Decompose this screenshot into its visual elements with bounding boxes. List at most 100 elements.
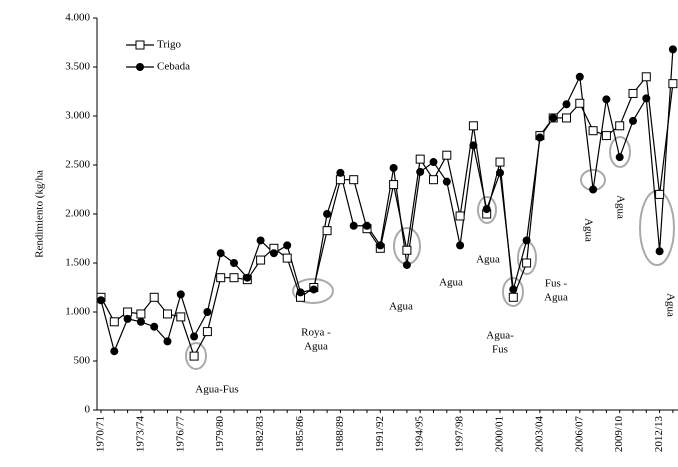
annotation: Agua [582,218,594,242]
legend-label: Trigo [157,39,182,51]
x-tick-label: 1979/80 [214,416,226,453]
marker [429,158,438,167]
marker [389,180,399,190]
marker [149,292,159,302]
legend-marker [136,63,144,71]
marker [575,72,584,81]
highlight-ellipse [502,277,524,307]
marker [136,317,145,326]
y-axis-label: Rendimiento (kg/ha [34,170,46,258]
x-tick-label: 1997/98 [454,416,466,453]
marker [456,241,465,250]
marker [176,312,186,322]
marker [336,168,345,177]
x-tick-label: 1994/95 [414,416,426,453]
x-tick-label: 2000/01 [494,416,506,452]
x-tick-label: 2003/04 [533,416,545,453]
annotation: Agua [439,277,463,289]
marker [655,247,664,256]
highlight-ellipse [185,342,207,370]
x-tick-label: 1985/86 [294,416,306,453]
marker [415,154,425,164]
marker [230,259,238,267]
marker [416,167,425,176]
y-tick-label: 1.500 [65,257,90,269]
marker [109,317,119,327]
marker [642,94,651,103]
marker [243,273,252,282]
marker [216,273,226,283]
marker [601,131,611,141]
x-tick-label: 1982/83 [254,416,266,453]
y-tick-label: 500 [74,355,91,367]
marker [150,322,159,331]
marker [588,126,598,136]
marker [495,157,505,167]
y-tick-label: 2.000 [65,208,90,220]
marker [602,95,611,104]
legend-label: Cebada [157,61,190,73]
marker [629,116,637,125]
marker [190,332,199,341]
marker [309,285,318,294]
marker [163,309,172,319]
annotation: Agua [304,341,328,353]
marker [468,121,478,131]
x-tick-label: 1988/89 [334,416,346,453]
y-tick-label: 0 [85,404,91,416]
marker [668,79,678,89]
marker [496,168,504,177]
marker [641,72,651,82]
y-tick-label: 3.500 [65,61,90,73]
highlight-ellipse [477,196,497,224]
marker [203,308,212,316]
marker [615,153,624,162]
annotation: Fus - [545,278,568,290]
marker [402,245,412,255]
y-tick-label: 3.000 [65,110,90,122]
x-tick-label: 1973/74 [134,416,146,453]
marker [389,163,398,172]
marker [216,249,225,258]
marker [455,211,465,221]
annotation: Roya - [301,327,331,339]
marker [535,133,544,142]
marker [522,236,531,245]
series-line [100,49,674,354]
x-tick-label: 2012/13 [653,416,665,453]
marker [522,258,532,268]
marker [189,351,199,361]
annotation: Agua [664,293,676,317]
x-tick-label: 1991/92 [374,416,386,452]
x-tick-label: 2009/10 [613,416,625,453]
highlight-ellipse [292,278,334,304]
marker [323,210,332,218]
annotation: Agua [476,254,500,266]
marker [322,226,332,236]
annotation: Agua [544,292,568,304]
marker [176,290,185,299]
marker [589,185,598,194]
annotation: Agua- [486,330,514,342]
marker [655,189,665,199]
marker [269,249,278,258]
marker [256,236,265,245]
marker [562,113,571,123]
marker [97,296,105,305]
marker [363,221,371,230]
marker [335,175,345,185]
marker [615,121,625,131]
marker [136,309,146,319]
marker [442,150,452,160]
marker [123,314,132,323]
marker [575,98,585,108]
marker [256,255,266,265]
marker [402,260,411,269]
x-tick-label: 2006/07 [573,416,585,453]
marker [282,253,292,263]
y-tick-label: 2.500 [65,159,90,171]
annotation: Fus [492,344,508,356]
marker [442,177,451,186]
annotation: Agua [614,195,626,219]
